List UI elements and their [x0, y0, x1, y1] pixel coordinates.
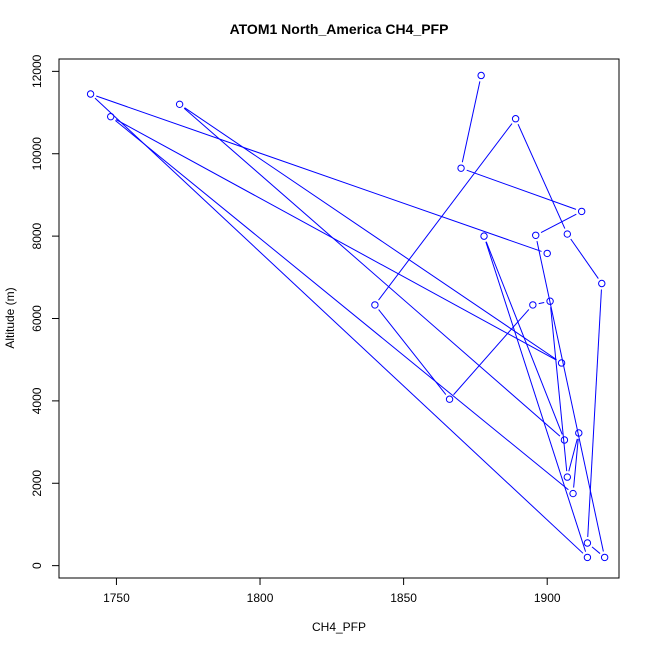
x-tick-label: 1900	[534, 591, 561, 605]
data-point	[86, 90, 95, 98]
x-tick-label: 1850	[390, 591, 417, 605]
y-tick-label: 4000	[30, 387, 44, 414]
series-lines	[94, 81, 604, 554]
data-point	[529, 301, 537, 309]
y-tick-label: 12000	[30, 54, 44, 88]
data-point	[543, 249, 551, 258]
y-axis-label: Altitude (m)	[3, 287, 17, 348]
data-point	[557, 359, 566, 367]
series-segment	[540, 213, 577, 233]
data-point	[532, 231, 540, 239]
y-tick-label: 2000	[30, 470, 44, 497]
series-segment	[183, 107, 561, 437]
y-tick-label: 8000	[30, 222, 44, 249]
series-segment	[550, 307, 568, 472]
data-point	[577, 207, 586, 216]
chart-title: ATOM1 North_America CH4_PFP	[230, 21, 449, 37]
series-segment	[587, 289, 602, 538]
series-segment	[461, 81, 481, 163]
data-point	[106, 112, 115, 121]
series-segment	[485, 241, 563, 435]
y-axis: 0 2000 4000 6000 8000 10000 12000	[30, 54, 60, 569]
series-segment	[466, 169, 577, 210]
data-point	[600, 553, 609, 562]
x-tick-label: 1800	[247, 591, 274, 605]
data-point	[563, 473, 572, 481]
series-segment	[184, 107, 557, 361]
data-point	[583, 553, 592, 562]
x-tick-label: 1750	[103, 591, 130, 605]
series-segment	[538, 301, 545, 305]
y-tick-label: 0	[30, 562, 44, 569]
plot-frame	[58, 58, 620, 579]
data-point	[563, 230, 572, 238]
data-point	[583, 539, 592, 547]
series-segment	[96, 95, 542, 252]
y-tick-label: 6000	[30, 305, 44, 332]
data-point	[477, 71, 485, 80]
series-segment	[591, 546, 601, 554]
data-point	[575, 429, 583, 437]
data-point	[546, 297, 554, 305]
series-segment	[570, 238, 599, 279]
data-point	[560, 436, 569, 444]
data-point	[457, 164, 465, 172]
series-points	[86, 71, 609, 562]
series-segment	[517, 123, 566, 229]
data-point	[480, 232, 488, 240]
series-segment	[378, 123, 513, 301]
series-segment	[453, 309, 530, 396]
data-point	[445, 395, 454, 403]
data-point	[598, 279, 606, 288]
series-segment	[536, 241, 604, 552]
series-segment	[115, 120, 569, 491]
data-point	[511, 115, 520, 123]
series-segment	[573, 438, 579, 488]
series-segment	[115, 119, 557, 361]
series-segment	[568, 438, 578, 472]
data-point	[569, 489, 577, 498]
x-axis: 1750 1800 1850 1900	[103, 577, 561, 605]
data-point	[175, 100, 184, 109]
series-segment	[94, 97, 584, 554]
data-point	[371, 301, 379, 309]
series-segment	[485, 241, 587, 552]
x-axis-label: CH4_PFP	[312, 620, 366, 634]
y-tick-label: 10000	[30, 137, 44, 171]
